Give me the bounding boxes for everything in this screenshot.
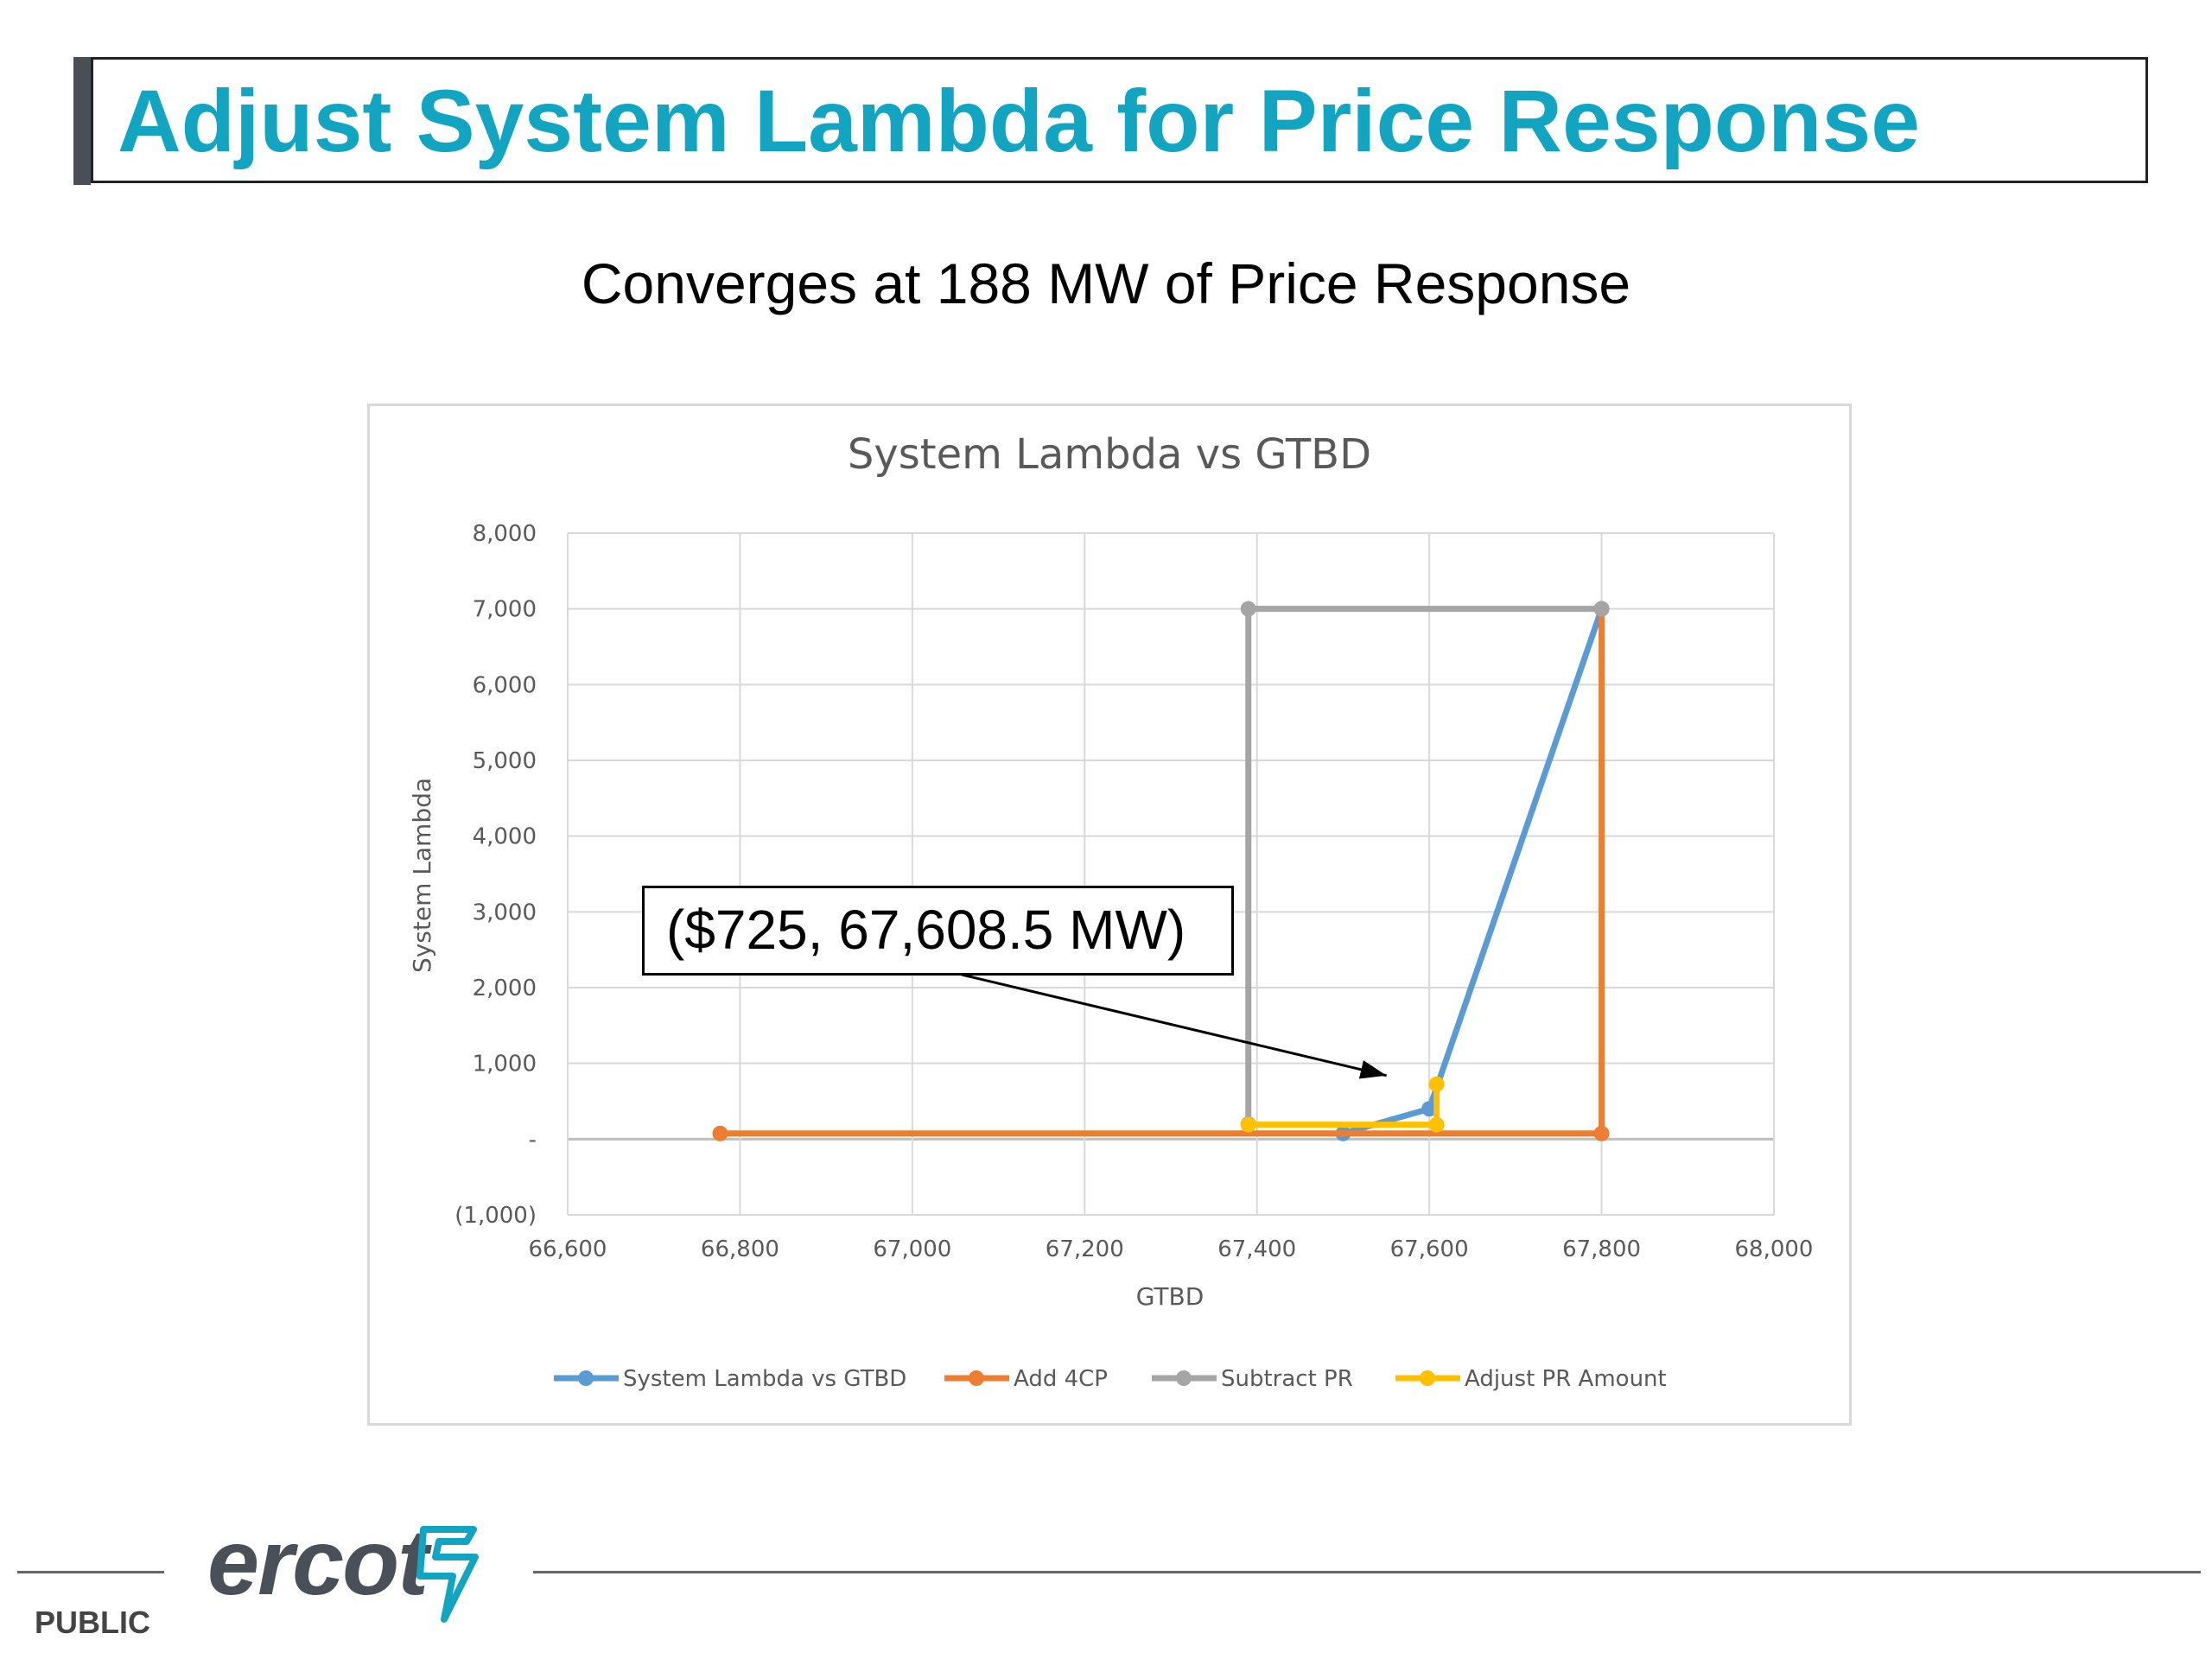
data-point xyxy=(1593,1125,1610,1141)
series-line xyxy=(1245,606,1602,1124)
grid xyxy=(567,532,1775,1216)
title-accent-bar xyxy=(73,57,91,185)
classification-label: PUBLIC xyxy=(35,1605,150,1640)
legend-label: Adjust PR Amount xyxy=(1465,1366,1667,1392)
legend-label: Subtract PR xyxy=(1221,1366,1353,1392)
y-tick-label: 8,000 xyxy=(473,521,537,547)
callout-box: ($725, 67,608.5 MW) xyxy=(642,886,1234,976)
chart-frame: (1,000) - 1,000 2,000 3,000 4,000 5,000 6,000 7,… xyxy=(367,404,1852,1426)
series-line xyxy=(720,608,1605,1137)
y-tick-label: 4,000 xyxy=(473,824,537,850)
y-tick-label: 3,000 xyxy=(473,899,537,925)
legend-label: System Lambda vs GTBD xyxy=(623,1366,906,1392)
title-box: Adjust System Lambda for Price Response xyxy=(91,57,2148,183)
legend-marker xyxy=(1176,1370,1192,1386)
x-tick-label: 67,200 xyxy=(1046,1236,1124,1262)
data-point xyxy=(1428,1076,1445,1092)
legend-marker xyxy=(1420,1370,1435,1386)
data-point xyxy=(1421,1101,1438,1117)
ercot-bolt-icon xyxy=(416,1526,479,1623)
chart-svg: (1,000) - 1,000 2,000 3,000 4,000 5,000 6,000 7,… xyxy=(408,430,1813,1392)
y-tick-label: 6,000 xyxy=(473,672,537,698)
x-tick-label: 67,400 xyxy=(1217,1236,1296,1262)
y-tick-label: 1,000 xyxy=(473,1052,537,1077)
data-point xyxy=(1428,1116,1445,1133)
y-tick-label: 2,000 xyxy=(473,976,537,1001)
x-axis-label: GTBD xyxy=(1136,1282,1205,1311)
footer-divider-left xyxy=(17,1571,164,1573)
legend: System Lambda vs GTBD Add 4CP Subtract PR A… xyxy=(554,1366,1667,1392)
page-title: Adjust System Lambda for Price Response xyxy=(118,72,1920,170)
x-tick-label: 67,600 xyxy=(1390,1236,1469,1262)
arrow-head xyxy=(1358,1060,1387,1079)
data-point xyxy=(1593,601,1610,617)
y-tick-label: 7,000 xyxy=(473,597,537,623)
data-point xyxy=(712,1125,728,1141)
y-axis-label: System Lambda xyxy=(408,778,436,973)
data-point xyxy=(1240,1116,1256,1133)
series-line xyxy=(1248,1084,1440,1128)
x-tick-label: 68,000 xyxy=(1735,1236,1814,1262)
x-tick-label: 67,800 xyxy=(1562,1236,1641,1262)
legend-marker xyxy=(969,1370,984,1386)
slide-subtitle: Converges at 188 MW of Price Response xyxy=(581,251,1631,315)
footer-divider-right xyxy=(533,1571,2201,1573)
legend-label: Add 4CP xyxy=(1014,1366,1108,1392)
series-line xyxy=(1342,607,1605,1137)
ercot-logo: ercot xyxy=(207,1510,429,1614)
x-tick-label: 67,000 xyxy=(873,1236,951,1262)
x-tick-label: 66,600 xyxy=(529,1236,607,1262)
legend-marker xyxy=(578,1370,594,1386)
arrow-shaft xyxy=(961,973,1387,1077)
x-tick-label: 66,800 xyxy=(701,1236,779,1262)
series-layer xyxy=(712,601,1610,1141)
data-point xyxy=(1240,601,1256,617)
callout-arrow xyxy=(961,973,1387,1079)
y-tick-label: (1,000) xyxy=(454,1203,537,1229)
y-tick-label: 5,000 xyxy=(473,748,537,774)
axes: (1,000) - 1,000 2,000 3,000 4,000 5,000 6,000 7,… xyxy=(454,521,1813,1262)
chart-title: System Lambda vs GTBD xyxy=(848,430,1371,479)
y-tick-label: - xyxy=(529,1127,537,1153)
